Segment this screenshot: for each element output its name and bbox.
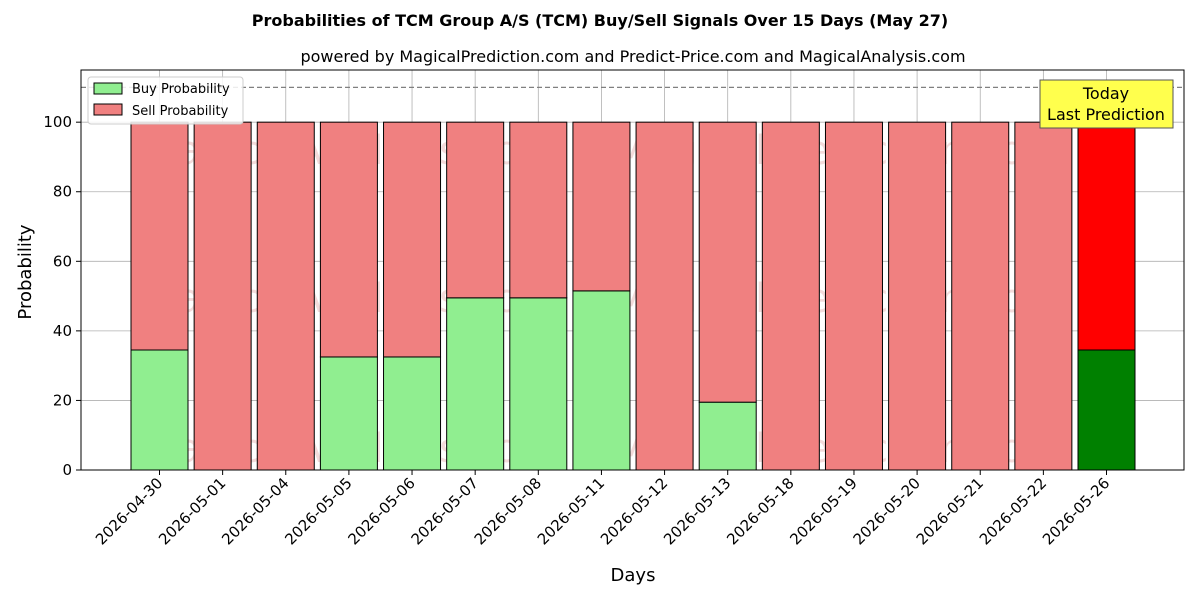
chart-title: Probabilities of TCM Group A/S (TCM) Buy…	[252, 11, 948, 30]
bar-buy-2026-05-08	[509, 297, 568, 471]
bar-buy-2026-05-06	[383, 356, 442, 471]
legend-swatch-buy	[93, 82, 123, 95]
bar-sell-2026-05-07	[446, 121, 505, 299]
x-tick-label: 2026-05-13	[660, 474, 734, 548]
bar-buy-2026-04-30	[130, 349, 189, 471]
x-tick-label: 2026-05-18	[723, 474, 797, 548]
chart-subtitle: powered by MagicalPrediction.com and Pre…	[300, 47, 965, 66]
x-tick-label: 2026-04-30	[92, 474, 166, 548]
bar-sell-2026-04-30	[130, 121, 189, 351]
bar-sell-2026-05-05	[319, 121, 378, 358]
x-tick-label: 2026-05-19	[786, 474, 860, 548]
annotation-line-1: Today	[1082, 84, 1129, 103]
legend-box	[87, 76, 244, 125]
y-axis: 0 20 40 60 80 100	[43, 113, 81, 479]
x-axis: 2026-04-302026-05-012026-05-042026-05-05…	[92, 470, 1113, 548]
bar-buy-2026-05-26	[1077, 349, 1136, 471]
x-tick-label: 2026-05-12	[597, 474, 671, 548]
annotation-line-2: Last Prediction	[1047, 105, 1165, 124]
y-axis-label: Probability	[15, 224, 36, 319]
bar-sell-2026-05-26	[1077, 121, 1136, 351]
x-tick-label: 2026-05-04	[218, 474, 292, 548]
bar-buy-2026-05-07	[446, 297, 505, 471]
today-annotation: Today Last Prediction	[1039, 79, 1174, 129]
plot-frame	[80, 69, 1185, 471]
legend: Buy Probability Sell Probability	[87, 76, 244, 125]
bar-sell-2026-05-13	[698, 121, 757, 403]
y-tick-label: 80	[53, 183, 72, 201]
bar-sell-2026-05-04	[256, 121, 315, 471]
bar-sell-2026-05-21	[951, 121, 1010, 471]
x-tick-label: 2026-05-08	[471, 474, 545, 548]
bar-sell-2026-05-12	[635, 121, 694, 471]
bar-buy-2026-05-11	[572, 290, 631, 471]
bar-sell-2026-05-01	[193, 121, 252, 471]
x-tick-label: 2026-05-21	[913, 474, 987, 548]
bar-sell-2026-05-11	[572, 121, 631, 292]
bar-sell-2026-05-19	[824, 121, 883, 471]
x-tick-label: 2026-05-06	[344, 474, 418, 548]
x-tick-label: 2026-05-20	[850, 474, 924, 548]
y-tick-label: 40	[53, 322, 72, 340]
bar-sell-2026-05-18	[761, 121, 820, 471]
bar-sell-2026-05-06	[383, 121, 442, 358]
x-tick-label: 2026-05-11	[534, 474, 608, 548]
bars	[130, 121, 1136, 471]
bar-sell-2026-05-20	[888, 121, 947, 471]
y-tick-label: 20	[53, 391, 72, 409]
x-tick-label: 2026-05-26	[1039, 474, 1113, 548]
legend-label-buy: Buy Probability	[132, 82, 230, 97]
x-tick-label: 2026-05-01	[155, 474, 229, 548]
x-tick-label: 2026-05-07	[408, 474, 482, 548]
y-tick-label: 0	[62, 461, 72, 479]
bar-buy-2026-05-13	[698, 401, 757, 471]
x-axis-label: Days	[611, 565, 656, 586]
legend-label-sell: Sell Probability	[132, 104, 229, 119]
y-tick-label: 60	[53, 252, 72, 270]
y-tick-label: 100	[43, 113, 72, 131]
x-tick-label: 2026-05-22	[976, 474, 1050, 548]
x-tick-label: 2026-05-05	[281, 474, 355, 548]
annotation-box	[1039, 79, 1174, 129]
bar-sell-2026-05-22	[1014, 121, 1073, 471]
bar-buy-2026-05-05	[319, 356, 378, 471]
legend-swatch-sell	[93, 103, 123, 116]
bar-sell-2026-05-08	[509, 121, 568, 299]
